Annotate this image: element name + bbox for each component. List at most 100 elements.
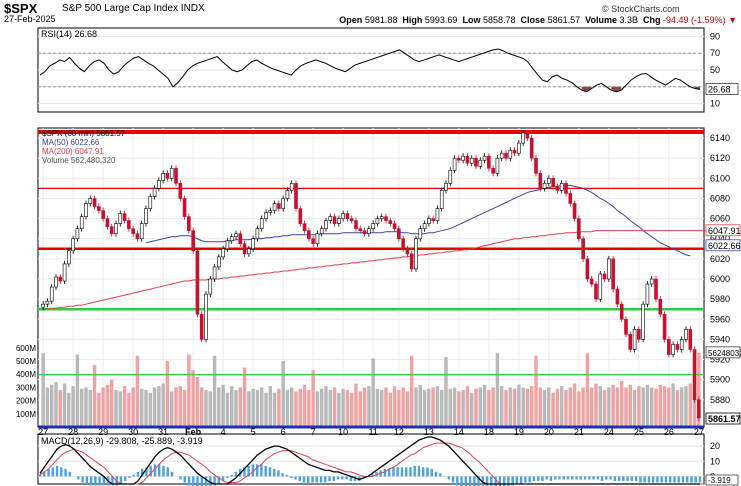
macd-histogram-bar [336,476,340,480]
volume-bar [684,386,688,427]
macd-histogram-bar [153,464,157,477]
candle-up [84,203,88,217]
chart-date: 27-Feb-2025 [4,14,56,24]
ohlc-summary: Open 5981.88 High 5993.69 Low 5858.78 Cl… [339,15,737,25]
candle-up [684,329,688,340]
price-tick-label: 5940 [710,334,730,344]
macd-histogram-bar [209,476,212,486]
macd-histogram-bar [575,476,578,480]
price-legend-entry: MA(200) 6047.91 [42,147,104,156]
candle-down [585,258,590,280]
volume-bar [161,383,165,427]
candle-up [508,149,513,159]
macd-histogram-bar [647,476,651,483]
volume-bar [230,386,234,427]
price-tick-label: 6100 [710,173,730,183]
time-tick-label: 7 [311,427,316,437]
volume-bar [401,387,405,427]
candle-up [478,159,483,167]
volume-tick-label: 300M [16,383,36,392]
price-tick-label: 6120 [710,153,730,163]
candle-down [199,313,204,340]
macd-histogram-bar [77,476,80,480]
macd-histogram-bar [613,476,617,481]
volume-bar [508,387,512,427]
volume-bar [680,387,684,427]
candle-up [547,178,551,184]
macd-histogram-bar [213,476,216,486]
price-tick-label: 6080 [710,193,730,203]
volume-bar [534,355,538,427]
volume-bar [504,390,508,427]
macd-histogram-bar [162,465,165,477]
macd-histogram-bar [490,476,493,486]
ma50-value-label: 6022.66 [708,241,741,251]
macd-histogram-bar [383,468,387,477]
candle-up [632,329,637,350]
macd-histogram-bar [698,476,702,483]
volume-bar [667,387,671,427]
macd-histogram-bar [579,476,582,480]
candle-up [114,223,118,235]
volume-bar [221,384,225,427]
macd-histogram-bar [413,465,416,477]
candle-down [624,318,628,335]
rsi-tick-label: 90 [710,31,720,41]
time-tick-label: 5 [251,427,256,437]
candle-down [109,226,114,235]
candle-down [487,155,491,169]
volume-bar [311,370,315,427]
ma200-value-label-box [705,224,741,237]
macd-histogram-bar [494,476,497,486]
volume-value: 3.3B [619,15,638,25]
time-tick-label: 30 [128,427,138,437]
volume-bar [307,390,311,427]
volume-bar [440,390,444,427]
macd-histogram-bar [426,467,429,477]
macd-histogram-bar [68,471,72,477]
volume-bar [397,390,401,427]
macd-histogram-bar [55,465,59,477]
macd-histogram-bar [319,476,323,483]
macd-histogram-bar [532,476,536,481]
price-tick-label: 6020 [710,254,730,264]
price-panel [37,127,705,428]
time-tick-label: 10 [338,427,348,437]
macd-histogram-bar [387,468,391,477]
volume-bar [478,387,482,427]
volume-bar [512,388,517,427]
macd-histogram-bar [481,476,485,486]
candle-up [208,278,213,295]
candle-up [499,152,504,159]
macd-histogram-bar [324,476,327,483]
volume-bar [298,388,302,427]
candle-down [692,349,697,401]
close-value: 5861.57 [547,15,581,25]
candle-down [384,216,388,221]
volume-bar [324,386,328,427]
volume-bar [354,383,358,427]
candle-down [654,278,658,300]
time-tick-label: 26 [664,427,674,437]
candle-up [251,238,255,250]
volume-label: Volume [585,15,617,25]
macd-histogram-bar [571,476,574,480]
candle-down [581,238,585,260]
candle-up [139,223,144,240]
volume-bar [101,387,105,427]
candle-down [401,238,405,250]
index-name-text: S&P 500 Large Cap Index [62,3,179,14]
macd-histogram-bar [617,476,621,481]
volume-bar [654,388,658,427]
price-tick-label: 5920 [710,355,730,365]
volume-bar [290,387,294,427]
volume-bar [470,392,474,427]
volume-bar [97,392,101,427]
volume-bar [615,387,620,427]
volume-bar [568,387,572,427]
volume-bar [54,382,58,427]
volume-bar [345,390,350,427]
volume-bar [122,386,127,427]
